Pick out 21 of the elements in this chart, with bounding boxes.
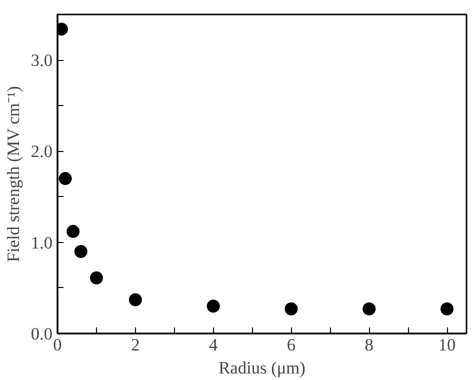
x-tick-label: 8	[364, 336, 374, 354]
x-tick-label: 2	[131, 336, 140, 354]
x-axis-title: Radius (μm)	[218, 358, 306, 378]
point	[206, 300, 220, 313]
x-tick-label: 0	[53, 336, 62, 354]
point	[362, 302, 376, 316]
y-tick-label: 2.0	[30, 142, 53, 162]
x-tick-label: 6	[286, 336, 296, 354]
x-tick-label: 10	[438, 336, 456, 354]
text: 0.0	[30, 324, 53, 344]
x-tick-label: 4	[208, 336, 218, 354]
point	[90, 271, 103, 284]
point	[128, 293, 142, 306]
y-tick-label: 1.0	[30, 233, 53, 252]
point	[440, 302, 454, 316]
point	[66, 224, 80, 238]
point	[74, 244, 88, 258]
y-tick-label: 3.0	[30, 51, 53, 70]
point	[284, 302, 298, 316]
point	[58, 172, 72, 186]
y-axis-title: Field strength (MV cm⁻¹)	[4, 86, 23, 262]
